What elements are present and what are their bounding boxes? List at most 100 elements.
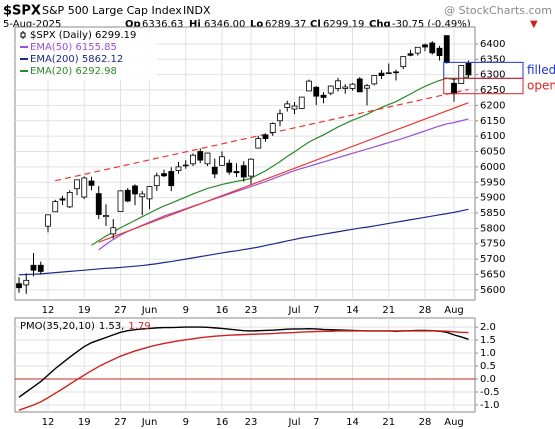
plot-layer [16, 35, 472, 294]
y-tick-label: 6300 [480, 70, 505, 81]
candle-body [197, 151, 204, 161]
y-tick-label: 1.5 [480, 335, 496, 346]
candle-body [52, 201, 59, 213]
change-label: Chg [369, 19, 391, 30]
candle-body [400, 56, 407, 68]
series-line [91, 76, 469, 246]
candle-body [313, 86, 320, 97]
series-line [18, 330, 469, 411]
candle-body [103, 215, 109, 218]
x-tick-label: 16 [216, 305, 229, 316]
x-tick-label: Aug [444, 417, 464, 428]
y-tick-label: 6250 [480, 85, 505, 96]
x-tick-label: Aug [444, 305, 464, 316]
candle-body [306, 80, 312, 92]
y-tick-label: 5950 [480, 177, 505, 188]
candle-body [182, 164, 189, 167]
candle-body [429, 42, 436, 54]
x-tick-label: Jun [141, 305, 158, 316]
candle-body [443, 35, 450, 64]
candle-body [74, 179, 80, 190]
y-tick-label: 6400 [480, 39, 505, 50]
y-tick-label: 0.0 [480, 374, 496, 385]
candle-body [414, 46, 421, 54]
x-tick-label: 23 [245, 417, 258, 428]
candle-body [320, 94, 327, 98]
candle-body [371, 75, 378, 85]
source: @ StockCharts.com [444, 4, 552, 17]
candle-body [37, 264, 44, 272]
y-tick-label: 5600 [480, 285, 505, 296]
candle-body [204, 152, 211, 165]
candle-body [59, 198, 66, 201]
candle-body [284, 103, 291, 108]
legend-label: $SPX (Daily) 6299.19 [30, 30, 136, 41]
candle-body [161, 173, 167, 177]
candle-body [364, 85, 370, 89]
candle-body [451, 82, 457, 95]
x-tick-label: 7 [313, 305, 319, 316]
candle-body [226, 162, 233, 173]
exchange: INDX [183, 4, 211, 17]
y-tick-label: -1.0 [480, 400, 500, 411]
candle-body [16, 283, 22, 289]
open-value: 6336.63 [142, 19, 183, 30]
x-tick-label: 16 [216, 417, 229, 428]
legend-label: EMA(50) 6155.85 [30, 42, 117, 53]
y-tick-label: 5750 [480, 239, 505, 250]
legend-label: 1.53, [99, 321, 124, 332]
symbol: $SPX [3, 4, 41, 19]
candle-body [175, 166, 182, 171]
candle-body [407, 53, 414, 56]
x-tick-label: 19 [78, 305, 91, 316]
x-tick-label: 21 [382, 417, 395, 428]
candle-body [378, 72, 385, 76]
candle-body [233, 171, 240, 174]
open-label: Op [125, 19, 141, 30]
candle-body [132, 185, 138, 195]
candle-body [335, 80, 341, 89]
change-arrow: ▼ [530, 19, 538, 30]
candle-body [139, 193, 146, 198]
low-value: 6289.37 [265, 19, 306, 30]
candle-body [124, 189, 131, 202]
x-tick-label: Jul [287, 417, 300, 428]
legend-bg [17, 30, 157, 80]
candle-body [298, 96, 305, 109]
x-tick-label: 7 [313, 417, 319, 428]
candle-body [117, 190, 124, 212]
candle-body [255, 138, 262, 149]
candle-body [291, 105, 298, 110]
index-name: S&P 500 Large Cap Index [42, 4, 182, 17]
y-tick-label: 1.0 [480, 348, 496, 359]
x-tick-label: 27 [114, 417, 127, 428]
x-tick-label: 9 [183, 417, 189, 428]
x-tick-label: 28 [419, 305, 432, 316]
y-tick-label: 6350 [480, 54, 505, 65]
y-tick-label: 2.0 [480, 322, 496, 333]
trendline [55, 88, 469, 182]
y-tick-label: 6100 [480, 131, 505, 142]
candle-body [95, 193, 102, 215]
legend-label: 1.79 [128, 321, 150, 332]
high-value: 6346.00 [204, 19, 245, 30]
date: 5-Aug-2025 [3, 19, 61, 30]
y-tick-label: 6200 [480, 100, 505, 111]
y-tick-label: 5650 [480, 269, 505, 280]
legend-label: EMA(20) 6292.98 [30, 66, 117, 77]
x-tick-label: 23 [245, 305, 258, 316]
candle-body [385, 72, 392, 75]
candle-body [81, 177, 88, 198]
change-value: -30.75 (-0.49%) [392, 19, 471, 30]
x-tick-label: Jul [287, 305, 300, 316]
candle-body [211, 166, 218, 175]
legend-label: EMA(200) 5862.12 [30, 54, 123, 65]
candle-body [393, 71, 399, 74]
legend-swatch [20, 32, 26, 38]
gap-box [443, 77, 524, 95]
gap-label: open [527, 79, 555, 93]
x-tick-label: 9 [183, 305, 189, 316]
plot-area [14, 317, 476, 413]
candle-body [349, 83, 356, 89]
candle-body [262, 134, 269, 139]
